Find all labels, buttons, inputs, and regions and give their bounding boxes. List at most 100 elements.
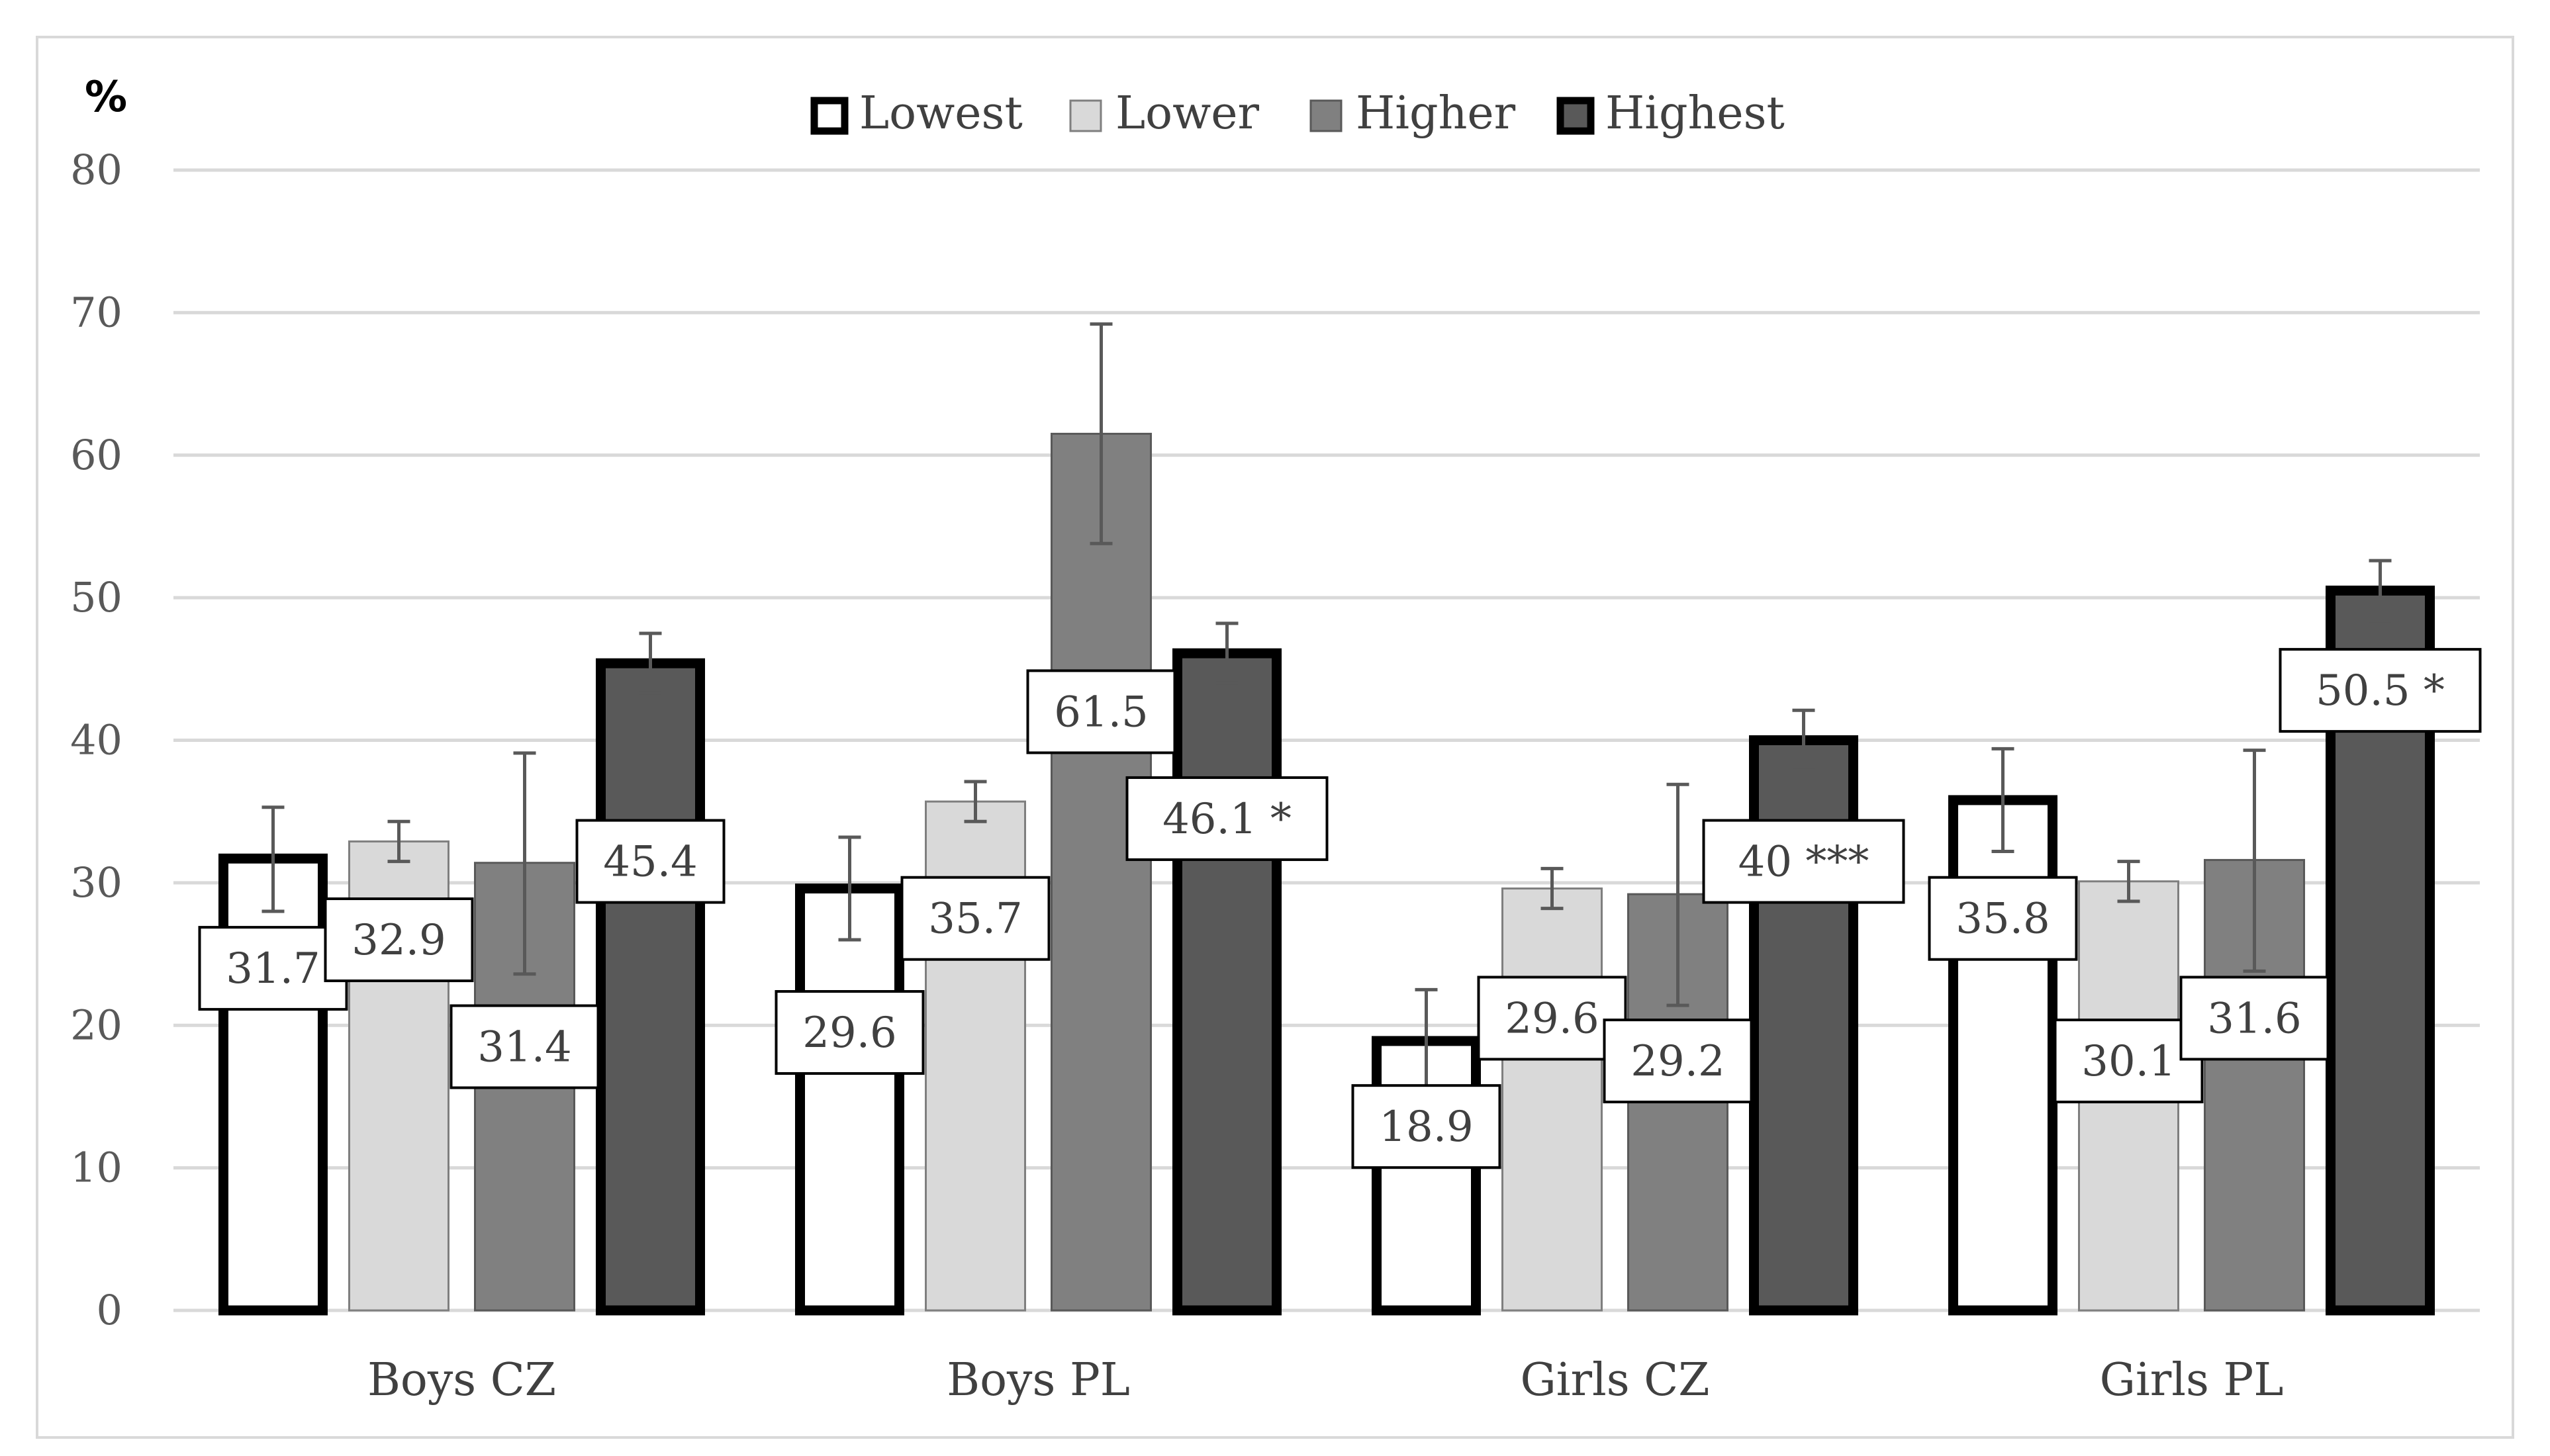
data-label-text: 61.5 <box>1054 688 1149 737</box>
data-label-highest-boys-cz: 45.4 <box>575 819 726 904</box>
data-label-text: 40 *** <box>1738 838 1869 887</box>
data-label-text: 31.6 <box>2207 994 2302 1043</box>
legend-item-lowest: Lowest <box>810 87 1023 140</box>
legend-swatch-lowest <box>810 97 849 135</box>
data-label-box <box>1477 976 1627 1061</box>
legend-item-higher: Higher <box>1309 87 1516 140</box>
category-label-girls-cz: Girls CZ <box>1520 1354 1709 1406</box>
y-tick-label-10: 10 <box>70 1144 122 1192</box>
error-bar-lower-girls-pl <box>2117 860 2140 903</box>
data-label-text: 30.1 <box>2081 1037 2176 1086</box>
data-label-box <box>1351 1084 1501 1169</box>
bar-highest-boys-pl <box>1172 648 1282 1316</box>
error-bar-higher-girls-pl <box>2243 749 2266 973</box>
data-label-lowest-girls-cz: 18.9 <box>1351 1084 1501 1169</box>
error-bars <box>261 322 2392 1094</box>
data-label-text: 29.6 <box>802 1009 897 1058</box>
data-label-box <box>324 897 474 983</box>
data-label-text: 29.6 <box>1505 994 1599 1043</box>
data-label-box <box>900 876 1051 961</box>
data-label-box <box>198 926 348 1011</box>
data-label-box <box>1702 819 1905 904</box>
data-label-box <box>775 990 925 1075</box>
data-label-higher-boys-pl: 61.5 <box>1026 669 1176 754</box>
legend-label-higher: Higher <box>1356 87 1516 140</box>
data-label-lower-girls-cz: 29.6 <box>1477 976 1627 1061</box>
error-bar-lowest-boys-pl <box>838 835 861 942</box>
data-label-box <box>1026 669 1176 754</box>
error-bar-lower-boys-pl <box>964 780 987 823</box>
bars <box>218 432 2435 1316</box>
data-label-text: 45.4 <box>603 838 698 887</box>
y-tick-label-0: 0 <box>97 1286 122 1334</box>
data-label-highest-boys-pl: 46.1 * <box>1125 776 1329 861</box>
data-label-higher-girls-cz: 29.2 <box>1603 1019 1753 1104</box>
legend-label-highest: Highest <box>1605 87 1785 140</box>
data-label-text: 35.8 <box>1956 895 2050 944</box>
error-bar-highest-girls-cz <box>1792 708 1815 772</box>
legend-label-lower: Lower <box>1115 87 1260 140</box>
data-label-lowest-girls-pl: 35.8 <box>1928 876 2078 961</box>
error-bar-higher-boys-cz <box>513 751 536 976</box>
x-axis-categories: Boys CZ Boys PL Girls CZ Girls PL <box>367 1354 2283 1406</box>
error-bar-highest-boys-cz <box>639 631 662 695</box>
data-label-box <box>449 1004 600 1089</box>
data-label-text: 31.7 <box>226 944 320 993</box>
y-tick-label-20: 20 <box>70 1001 122 1049</box>
data-label-highest-girls-cz: 40 *** <box>1702 819 1905 904</box>
data-label-box <box>575 819 726 904</box>
y-tick-label-80: 80 <box>70 146 122 194</box>
data-label-higher-boys-cz: 31.4 <box>449 1004 600 1089</box>
y-tick-label-50: 50 <box>70 573 122 621</box>
y-tick-label-60: 60 <box>70 431 122 479</box>
data-label-box <box>2279 648 2482 733</box>
data-label-text: 32.9 <box>352 916 446 965</box>
data-label-box <box>2179 976 2330 1061</box>
data-label-box <box>2054 1019 2204 1104</box>
legend-swatch-highest <box>1556 97 1595 135</box>
data-label-lowest-boys-pl: 29.6 <box>775 990 925 1075</box>
bar-lowest-boys-pl <box>795 883 904 1316</box>
category-label-boys-cz: Boys CZ <box>367 1354 556 1406</box>
data-label-box <box>1603 1019 1753 1104</box>
legend: Lowest Lower Higher Highest <box>810 87 1785 140</box>
data-label-lower-boys-pl: 35.7 <box>900 876 1051 961</box>
y-tick-label-40: 40 <box>70 716 122 764</box>
category-label-boys-pl: Boys PL <box>947 1354 1130 1406</box>
error-bar-highest-boys-pl <box>1215 621 1239 685</box>
data-label-text: 29.2 <box>1630 1037 1725 1086</box>
error-bar-lower-boys-cz <box>387 819 410 864</box>
y-tick-label-30: 30 <box>70 858 122 907</box>
y-axis-ticks: 0 10 20 30 40 50 60 70 80 <box>70 146 122 1334</box>
legend-swatch-higher <box>1309 99 1343 132</box>
legend-swatch-lower <box>1069 99 1102 132</box>
data-label-higher-girls-pl: 31.6 <box>2179 976 2330 1061</box>
error-bar-higher-girls-cz <box>1666 782 1689 1007</box>
legend-item-lower: Lower <box>1069 87 1260 140</box>
data-label-text: 31.4 <box>477 1023 572 1072</box>
legend-item-highest: Highest <box>1556 87 1785 140</box>
data-label-highest-girls-pl: 50.5 * <box>2279 648 2482 733</box>
data-label-text: 18.9 <box>1379 1103 1474 1152</box>
category-label-girls-pl: Girls PL <box>2100 1354 2284 1406</box>
data-label-text: 50.5 * <box>2316 666 2445 715</box>
data-label-text: 46.1 * <box>1162 795 1292 844</box>
error-bar-lowest-girls-pl <box>1991 747 2014 853</box>
legend-label-lowest: Lowest <box>859 87 1023 140</box>
data-label-text: 35.7 <box>928 895 1023 944</box>
error-bar-lower-girls-cz <box>1540 866 1564 911</box>
data-label-box <box>1928 876 2078 961</box>
y-axis-unit-label: % <box>85 73 127 122</box>
error-bar-highest-girls-pl <box>2369 559 2392 623</box>
data-label-box <box>1125 776 1329 861</box>
data-label-lower-girls-pl: 30.1 <box>2054 1019 2204 1104</box>
y-tick-label-70: 70 <box>70 288 122 336</box>
bar-highest-boys-cz <box>596 658 705 1316</box>
data-label-lower-boys-cz: 32.9 <box>324 897 474 983</box>
bar-higher-boys-pl <box>1051 432 1152 1312</box>
data-label-lowest-boys-cz: 31.7 <box>198 926 348 1011</box>
bar-lower-girls-cz <box>1501 887 1603 1312</box>
error-bar-higher-boys-pl <box>1090 322 1113 545</box>
data-labels: 31.7 32.9 31.4 45.4 29.6 35.7 61.5 46.1 * 18.9 29… <box>198 648 2482 1169</box>
